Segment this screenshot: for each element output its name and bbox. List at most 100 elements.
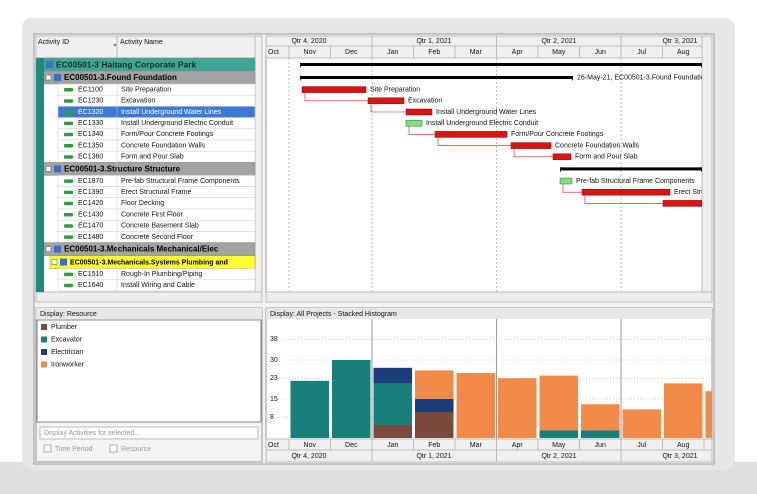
wbs-label[interactable]: EC00501-3.Found Foundation [64, 73, 177, 82]
activity-name[interactable]: Concrete First Floor [121, 211, 184, 218]
activity-bar[interactable] [434, 131, 508, 138]
activity-icon [64, 272, 73, 277]
relationship [370, 103, 406, 113]
expand-icon[interactable] [51, 259, 58, 265]
h-scrollbar[interactable] [265, 291, 713, 303]
wbs-label[interactable]: EC00501-3.Mechanicals.Systems Plumbing a… [70, 259, 228, 266]
checkbox-label[interactable]: Resource [121, 446, 151, 453]
legend-label[interactable]: Plumber [51, 324, 78, 331]
y-tick-label: 23 [270, 375, 278, 382]
activity-bar[interactable] [301, 86, 367, 93]
legend-swatch [41, 361, 47, 368]
activity-bar[interactable] [559, 177, 573, 185]
activity-name[interactable]: Concrete Second Floor [121, 234, 194, 241]
activity-bar[interactable] [367, 97, 405, 105]
activity-name[interactable]: Concrete Foundation Walls [121, 142, 206, 149]
histogram-bar [456, 373, 495, 438]
wbs-icon [54, 245, 61, 253]
activity-id[interactable]: EC1330 [78, 120, 103, 127]
quarter-label: Qtr 4, 2020 [291, 453, 326, 460]
activity-bar[interactable] [581, 188, 671, 196]
activity-id[interactable]: EC1340 [78, 131, 103, 138]
summary-bar[interactable] [300, 76, 573, 79]
histogram-bar [415, 370, 454, 399]
activity-name[interactable]: Form and Pour Slab [121, 154, 184, 161]
activity-bar[interactable] [510, 142, 552, 149]
month-label: Aug [677, 49, 690, 56]
activity-name[interactable]: Floor Decking [121, 200, 164, 207]
v-scrollbar[interactable] [701, 35, 713, 293]
activity-id[interactable]: EC1390 [78, 189, 103, 196]
legend-label[interactable]: Ironworker [51, 361, 85, 368]
quarter-label: Qtr 2, 2021 [541, 38, 576, 45]
activity-bar[interactable] [662, 200, 702, 207]
activity-name[interactable]: Rough-In Plumbing/Piping [121, 271, 202, 278]
wbs-icon [54, 74, 61, 81]
checkbox[interactable] [43, 444, 52, 453]
activity-name[interactable]: Pre-fab Structural Frame Components [121, 178, 240, 185]
activity-name[interactable]: Form/Pour Concrete Footings [121, 131, 214, 138]
activity-id[interactable]: EC1100 [78, 86, 103, 93]
activity-name[interactable]: Excavation [121, 98, 155, 105]
activity-id[interactable]: EC1510 [78, 271, 103, 278]
activity-name[interactable]: Site Preparation [121, 86, 171, 93]
histogram-bar [332, 360, 371, 438]
expand-icon[interactable] [45, 246, 52, 252]
bar-label: Install Underground Electric Conduit [426, 120, 538, 127]
activity-id[interactable]: EC1870 [78, 178, 103, 185]
activity-name[interactable]: Concrete Basement Slab [121, 223, 199, 230]
activity-bar[interactable] [405, 108, 433, 116]
panel-title[interactable]: Display: Resource [40, 311, 97, 318]
wbs-label[interactable]: EC00501-3 Haitang Corporate Park [56, 59, 197, 69]
histogram-bar [498, 378, 537, 438]
h-scrollbar[interactable] [35, 291, 263, 303]
expand-icon[interactable] [45, 166, 52, 172]
relationship [304, 92, 368, 102]
activity-name[interactable]: Erect Structural Frame [121, 189, 192, 196]
activity-name[interactable]: Install Underground Electric Conduit [121, 120, 233, 127]
filter-field[interactable] [39, 426, 259, 440]
wbs-label[interactable]: EC00501-3.Mechanicals Mechanical/Elec [64, 245, 219, 254]
histogram-bar [622, 409, 661, 438]
activity-id[interactable]: EC1350 [78, 142, 103, 149]
summary-bar[interactable] [560, 167, 702, 171]
activity-id[interactable]: EC1360 [78, 154, 103, 161]
activity-icon [64, 144, 73, 148]
activity-bar[interactable] [405, 119, 423, 127]
column-header[interactable]: Activity ID [38, 39, 69, 46]
activity-id[interactable]: EC1480 [78, 234, 103, 241]
activity-icon [64, 110, 73, 114]
column-header[interactable]: Activity Name [120, 39, 163, 46]
activity-id[interactable]: EC1320 [78, 109, 103, 116]
expand-icon[interactable] [45, 74, 52, 81]
activity-icon [64, 121, 73, 126]
month-label: Nov [304, 49, 317, 56]
activity-id[interactable]: EC1230 [78, 98, 103, 105]
quarter-label: Qtr 2, 2021 [541, 453, 576, 460]
activity-icon [64, 99, 73, 103]
activity-bar[interactable] [552, 153, 572, 161]
legend-label[interactable]: Excavator [51, 336, 83, 343]
summary-bar[interactable] [300, 63, 702, 66]
activity-name[interactable]: Install Underground Water Lines [121, 109, 222, 116]
quarter-label: Qtr 4, 2020 [291, 38, 326, 45]
legend-label[interactable]: Electrician [51, 349, 83, 356]
month-label: Jan [387, 442, 398, 449]
activity-row[interactable] [57, 279, 256, 292]
legend-swatch [41, 349, 47, 355]
panel-title[interactable]: Display: All Projects - Stacked Histogra… [270, 311, 397, 318]
bar-label: Erect Structural Frame [674, 189, 745, 196]
activity-id[interactable]: EC1420 [78, 200, 103, 207]
v-scrollbar[interactable] [254, 35, 263, 293]
filter-label: Display Activities for selected... [44, 430, 140, 437]
checkbox-label[interactable]: Time Period [55, 446, 93, 453]
activity-id[interactable]: EC1640 [78, 282, 103, 289]
checkbox[interactable] [109, 444, 118, 453]
activity-id[interactable]: EC1430 [78, 211, 103, 218]
month-label: Aug [677, 442, 690, 449]
y-tick-label: 38 [270, 336, 278, 343]
wbs-label[interactable]: EC00501-3.Structure Structure [64, 165, 181, 174]
activity-name[interactable]: Install Wiring and Cable [121, 282, 195, 289]
activity-id[interactable]: EC1470 [78, 223, 103, 230]
